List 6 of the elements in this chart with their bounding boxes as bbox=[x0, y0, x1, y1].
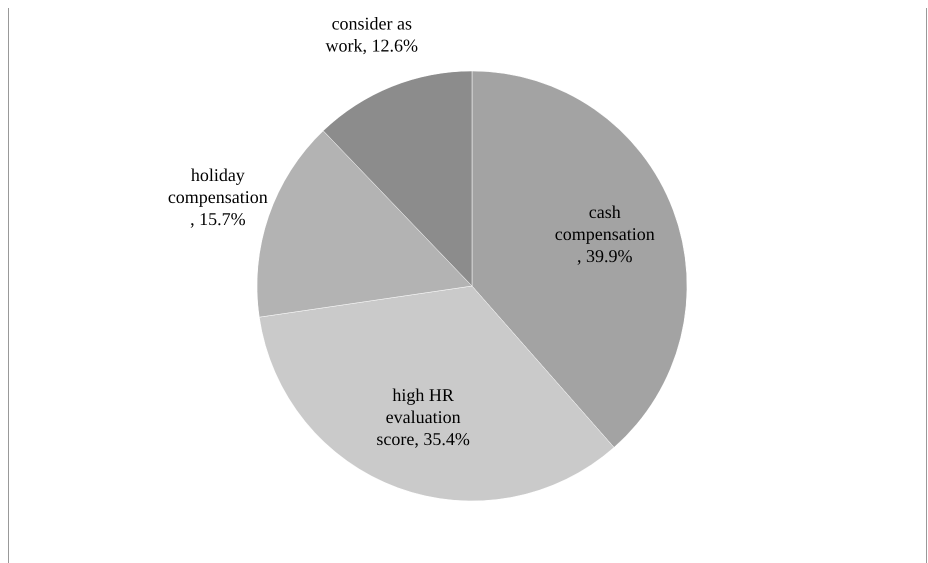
slice-label: holiday compensation bbox=[168, 164, 268, 207]
data-label: , 39.9% bbox=[577, 246, 633, 266]
data-label: , 15.7% bbox=[190, 208, 246, 229]
slice-label: high HR evaluation score, 35.4% bbox=[376, 385, 470, 450]
slice-label: cash compensation bbox=[554, 202, 655, 244]
slice-label: consider as work, 12.6% bbox=[326, 14, 418, 56]
